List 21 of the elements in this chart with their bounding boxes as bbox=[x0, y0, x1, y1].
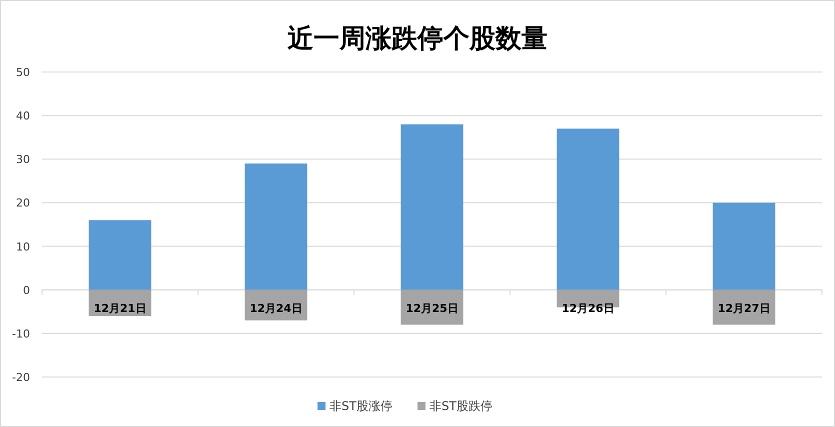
y-tick-label: -10 bbox=[12, 327, 30, 340]
bar bbox=[88, 220, 152, 290]
chart-title: 近一周涨跌停个股数量 bbox=[288, 24, 548, 54]
x-tick-label: 12月26日 bbox=[562, 302, 614, 315]
bar bbox=[712, 202, 776, 290]
x-tick-label: 12月21日 bbox=[94, 302, 146, 315]
y-tick-label: 10 bbox=[16, 240, 30, 254]
y-tick-label: 30 bbox=[16, 153, 30, 166]
y-tick-label: -20 bbox=[12, 371, 30, 384]
y-tick-label: 0 bbox=[23, 284, 30, 297]
x-tick-label: 12月25日 bbox=[406, 302, 458, 315]
legend-label: 非ST股跌停 bbox=[430, 399, 492, 413]
y-tick-label: 40 bbox=[16, 110, 30, 123]
x-tick-label: 12月24日 bbox=[250, 302, 302, 315]
x-tick-label: 12月27日 bbox=[718, 302, 770, 315]
y-tick-label: 20 bbox=[16, 196, 30, 210]
bar bbox=[244, 164, 308, 290]
y-tick-label: 50 bbox=[16, 66, 30, 79]
bar bbox=[400, 124, 464, 290]
legend-label: 非ST股涨停 bbox=[330, 399, 392, 413]
bar bbox=[556, 128, 620, 290]
